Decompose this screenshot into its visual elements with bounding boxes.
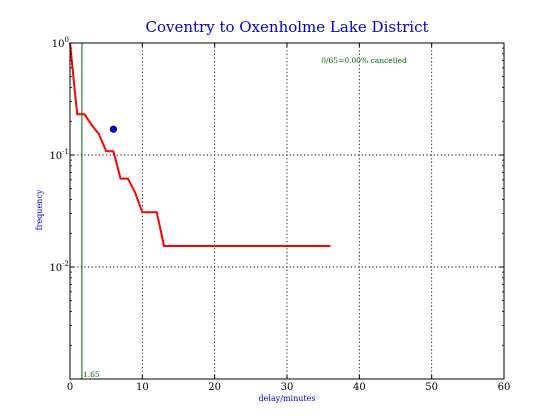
- chart-title: Coventry to Oxenholme Lake District: [145, 18, 428, 36]
- x-tick-label: 0: [67, 382, 73, 393]
- marker-group: [109, 125, 118, 133]
- y-axis-label: frequency: [35, 189, 44, 230]
- x-tick-label: 50: [425, 382, 438, 393]
- y-tick-label: 10-2: [49, 260, 69, 274]
- x-axis-label: delay/minutes: [259, 394, 316, 403]
- x-tick-label: 30: [281, 382, 294, 393]
- grid-lines: [70, 43, 504, 379]
- y-tick-label: 10-1: [49, 148, 69, 162]
- x-tick-label: 60: [498, 382, 511, 393]
- data-point-marker: [109, 125, 118, 133]
- mean-delay-line-group: 1.65: [81, 43, 100, 379]
- x-axis-ticks: 0 10 20 30 40 50 60: [67, 43, 511, 393]
- delay-frequency-series-line: [69, 42, 331, 247]
- x-tick-label: 40: [353, 382, 366, 393]
- series-group: [69, 42, 331, 247]
- cancelled-annotation: 0/65=0.00% cancelled: [321, 56, 407, 65]
- y-tick-label: 100: [52, 36, 69, 50]
- x-tick-label: 20: [208, 382, 221, 393]
- x-tick-label: 10: [136, 382, 149, 393]
- mean-delay-label: 1.65: [83, 370, 100, 379]
- y-axis-ticks: 100 10-1 10-2: [49, 36, 504, 346]
